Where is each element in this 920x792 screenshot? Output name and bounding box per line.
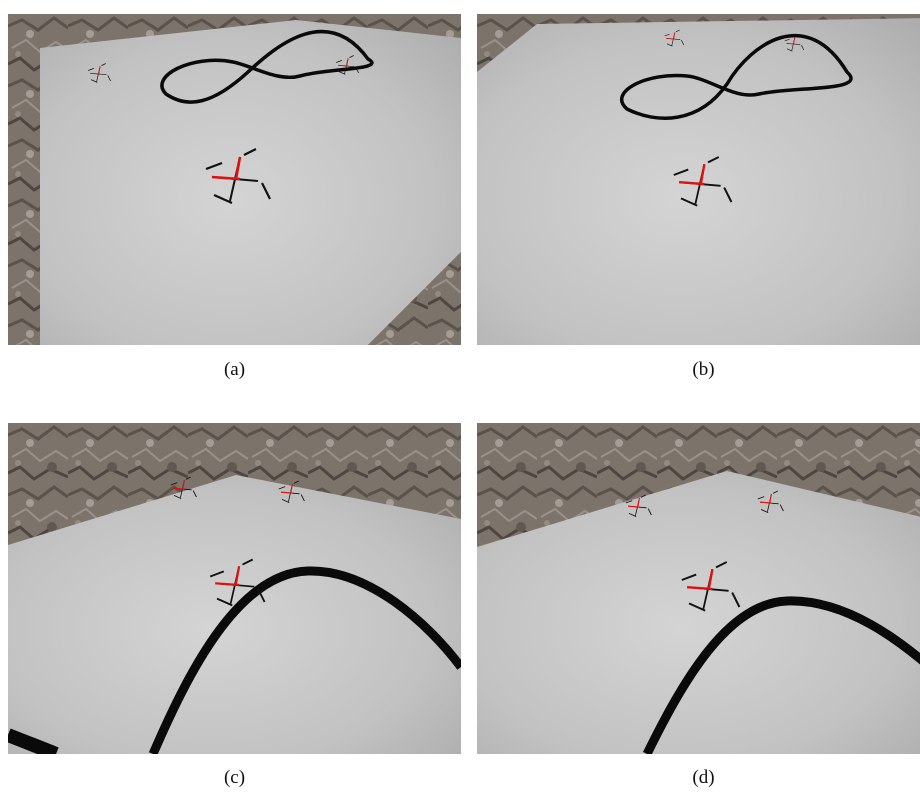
caption-c: (c) — [223, 767, 246, 788]
caption-a: (a) — [223, 359, 246, 380]
caption-d: (d) — [692, 767, 715, 788]
panel-c-image — [8, 423, 461, 754]
panel-d-image — [477, 423, 920, 754]
panel-b-image — [477, 14, 920, 345]
caption-b: (b) — [692, 359, 715, 380]
panel-a-image — [8, 14, 461, 345]
